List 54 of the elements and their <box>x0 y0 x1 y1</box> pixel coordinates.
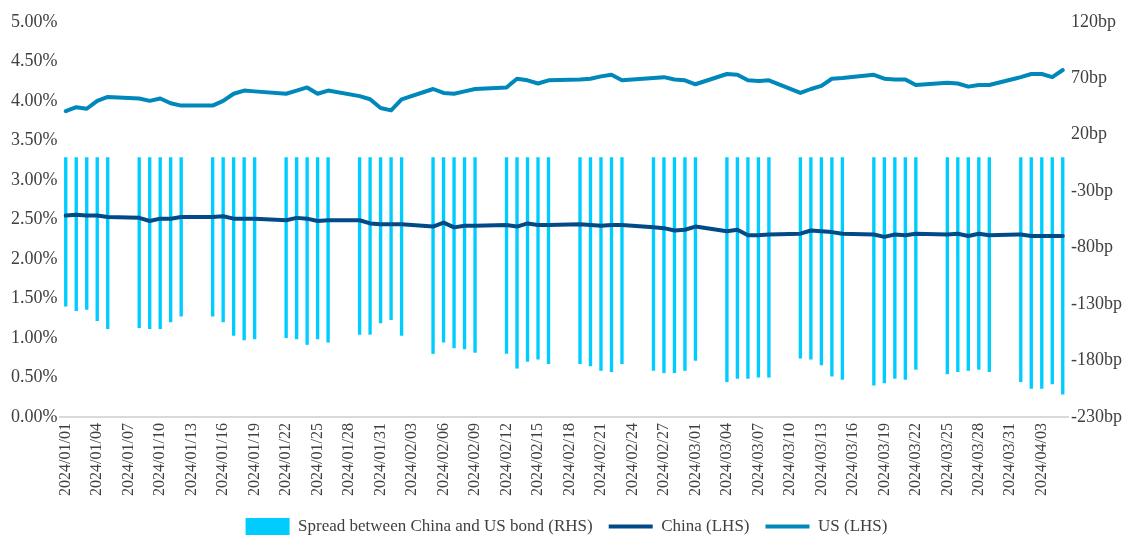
x-tick-label: 2024/03/31 <box>1000 423 1018 496</box>
y2-tick-label: -180bp <box>1071 349 1123 370</box>
y2-tick-label: 120bp <box>1071 10 1117 31</box>
x-tick-label: 2024/01/01 <box>55 423 73 496</box>
x-tick-label: 2024/03/10 <box>780 423 798 496</box>
x-tick-label: 2024/01/19 <box>244 423 262 496</box>
x-tick-label: 2024/01/07 <box>118 423 136 496</box>
x-tick-label: 2024/02/24 <box>622 423 640 496</box>
x-tick-label: 2024/03/07 <box>748 423 766 496</box>
x-tick-label: 2024/03/04 <box>717 423 735 496</box>
y-tick-label: 3.00% <box>10 168 58 189</box>
y-tick-label: 4.50% <box>10 50 58 71</box>
legend-label: China (LHS) <box>661 515 750 535</box>
y2-tick-label: -130bp <box>1071 292 1123 313</box>
y2-tick-label: -30bp <box>1071 179 1114 200</box>
x-tick-label: 2024/02/15 <box>528 423 546 496</box>
legend-label: US (LHS) <box>818 515 888 535</box>
y-tick-label: 1.50% <box>10 287 58 308</box>
x-tick-label: 2024/01/28 <box>339 423 357 496</box>
x-tick-label: 2024/02/09 <box>465 423 483 496</box>
x-tick-label: 2024/02/27 <box>654 423 672 496</box>
x-tick-label: 2024/01/31 <box>370 423 388 496</box>
y-tick-label: 0.50% <box>10 366 58 387</box>
y2-tick-label: -80bp <box>1071 236 1114 257</box>
x-tick-label: 2024/03/16 <box>843 423 861 496</box>
x-tick-label: 2024/02/12 <box>496 423 514 496</box>
y-tick-label: 4.00% <box>10 89 58 110</box>
x-tick-label: 2024/01/10 <box>150 423 168 496</box>
y-tick-label: 2.50% <box>10 208 58 229</box>
legend-label: Spread between China and US bond (RHS) <box>298 515 593 535</box>
x-tick-label: 2024/03/13 <box>811 423 829 496</box>
y2-tick-label: 20bp <box>1071 123 1108 144</box>
x-tick-label: 2024/03/01 <box>685 423 703 496</box>
x-tick-label: 2024/04/03 <box>1031 423 1049 496</box>
x-tick-label: 2024/03/25 <box>937 423 955 496</box>
x-tick-label: 2024/02/18 <box>559 423 577 496</box>
y-tick-label: 2.00% <box>10 247 58 268</box>
x-tick-label: 2024/02/03 <box>402 423 420 496</box>
x-tick-label: 2024/01/25 <box>307 423 325 496</box>
x-tick-label: 2024/02/21 <box>591 423 609 496</box>
y2-tick-label: 70bp <box>1071 67 1108 88</box>
x-tick-label: 2024/01/04 <box>87 423 105 496</box>
x-tick-label: 2024/03/28 <box>969 423 986 496</box>
x-tick-label: 2024/02/06 <box>433 423 451 496</box>
y2-tick-label: -230bp <box>1071 405 1123 426</box>
y-tick-label: 5.00% <box>10 10 58 31</box>
x-tick-label: 2024/03/22 <box>906 423 924 496</box>
x-tick-label: 2024/01/16 <box>213 423 231 496</box>
y-tick-label: 1.00% <box>10 326 58 347</box>
x-tick-label: 2024/01/13 <box>181 423 199 496</box>
y-tick-label: 3.50% <box>10 129 58 150</box>
y-tick-label: 0.00% <box>10 405 58 426</box>
x-tick-label: 2024/01/22 <box>276 423 294 496</box>
x-tick-label: 2024/03/19 <box>874 423 892 496</box>
